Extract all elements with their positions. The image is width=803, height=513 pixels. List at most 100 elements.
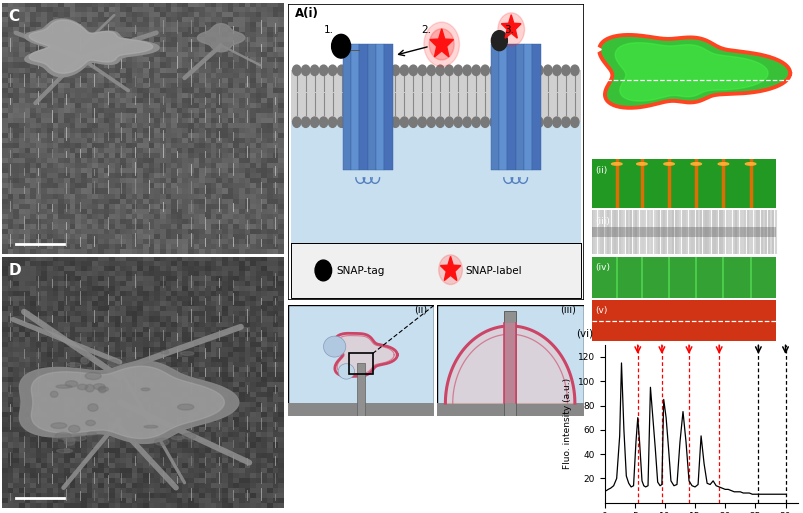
Circle shape: [338, 364, 354, 379]
Circle shape: [409, 65, 417, 75]
Polygon shape: [501, 15, 520, 38]
Circle shape: [438, 255, 462, 285]
Bar: [490, 44, 499, 170]
Circle shape: [525, 65, 533, 75]
Bar: [591, 227, 775, 238]
Ellipse shape: [68, 425, 79, 432]
Circle shape: [301, 65, 309, 75]
Circle shape: [561, 117, 569, 127]
Circle shape: [418, 117, 426, 127]
Circle shape: [552, 117, 560, 127]
Text: (iii): (iii): [594, 217, 609, 226]
Text: B(i): B(i): [596, 7, 618, 17]
Polygon shape: [19, 361, 238, 443]
Polygon shape: [614, 43, 767, 101]
Ellipse shape: [63, 438, 75, 441]
Bar: [349, 353, 373, 374]
Ellipse shape: [141, 388, 149, 391]
Y-axis label: Fluo. intensity (a.u.): Fluo. intensity (a.u.): [562, 378, 572, 469]
Circle shape: [426, 117, 435, 127]
Circle shape: [364, 117, 372, 127]
Ellipse shape: [67, 363, 81, 366]
Circle shape: [480, 65, 489, 75]
Circle shape: [534, 65, 542, 75]
Text: SNAP-tag: SNAP-tag: [336, 266, 385, 276]
Bar: [287, 403, 434, 416]
Polygon shape: [334, 333, 397, 377]
Polygon shape: [198, 24, 244, 52]
Circle shape: [463, 65, 471, 75]
Circle shape: [525, 117, 533, 127]
Text: 1.: 1.: [323, 25, 333, 35]
Circle shape: [534, 117, 542, 127]
Circle shape: [491, 31, 507, 51]
Circle shape: [435, 65, 444, 75]
Text: SNAP-label: SNAP-label: [465, 266, 521, 276]
Ellipse shape: [98, 387, 108, 391]
Circle shape: [355, 65, 363, 75]
Ellipse shape: [171, 436, 184, 440]
Circle shape: [552, 65, 560, 75]
Ellipse shape: [182, 433, 195, 439]
Circle shape: [337, 65, 345, 75]
Circle shape: [499, 65, 507, 75]
Circle shape: [310, 117, 319, 127]
Ellipse shape: [177, 404, 194, 410]
Circle shape: [543, 65, 552, 75]
Ellipse shape: [88, 404, 98, 411]
Circle shape: [744, 163, 755, 165]
Bar: [591, 159, 775, 208]
Text: D: D: [9, 263, 21, 278]
Circle shape: [355, 117, 363, 127]
Circle shape: [663, 163, 674, 165]
Circle shape: [423, 22, 459, 67]
Circle shape: [346, 117, 354, 127]
Text: (iv): (iv): [594, 263, 609, 272]
Ellipse shape: [99, 386, 106, 393]
Circle shape: [636, 163, 646, 165]
Text: *: *: [780, 295, 786, 308]
Bar: [376, 44, 384, 170]
Circle shape: [409, 117, 417, 127]
Polygon shape: [29, 20, 153, 73]
Circle shape: [445, 117, 453, 127]
Ellipse shape: [51, 391, 58, 398]
Circle shape: [454, 117, 462, 127]
Circle shape: [691, 163, 700, 165]
Circle shape: [471, 117, 479, 127]
Ellipse shape: [65, 381, 78, 387]
Bar: [503, 311, 516, 416]
Text: (iii): (iii): [560, 304, 576, 314]
Bar: [291, 243, 580, 298]
Text: A(i): A(i): [295, 7, 319, 19]
Ellipse shape: [93, 384, 105, 389]
Circle shape: [499, 117, 507, 127]
Circle shape: [400, 65, 408, 75]
Circle shape: [331, 34, 350, 58]
Circle shape: [328, 117, 336, 127]
Circle shape: [319, 65, 328, 75]
Text: (ii): (ii): [414, 304, 426, 314]
Bar: [291, 70, 580, 122]
Bar: [436, 403, 583, 416]
Bar: [591, 256, 775, 298]
Circle shape: [445, 65, 453, 75]
Ellipse shape: [80, 357, 89, 364]
Circle shape: [429, 29, 454, 60]
Bar: [515, 44, 524, 170]
Text: 3.: 3.: [503, 25, 513, 35]
Bar: [591, 300, 775, 341]
Circle shape: [328, 65, 336, 75]
Circle shape: [543, 117, 552, 127]
Circle shape: [292, 117, 300, 127]
Ellipse shape: [144, 425, 157, 428]
Circle shape: [570, 117, 578, 127]
Bar: [524, 44, 532, 170]
Text: (vi): (vi): [575, 328, 592, 339]
Bar: [342, 44, 351, 170]
Circle shape: [391, 65, 399, 75]
Circle shape: [391, 117, 399, 127]
Circle shape: [611, 163, 622, 165]
Circle shape: [454, 65, 462, 75]
Ellipse shape: [108, 360, 120, 366]
